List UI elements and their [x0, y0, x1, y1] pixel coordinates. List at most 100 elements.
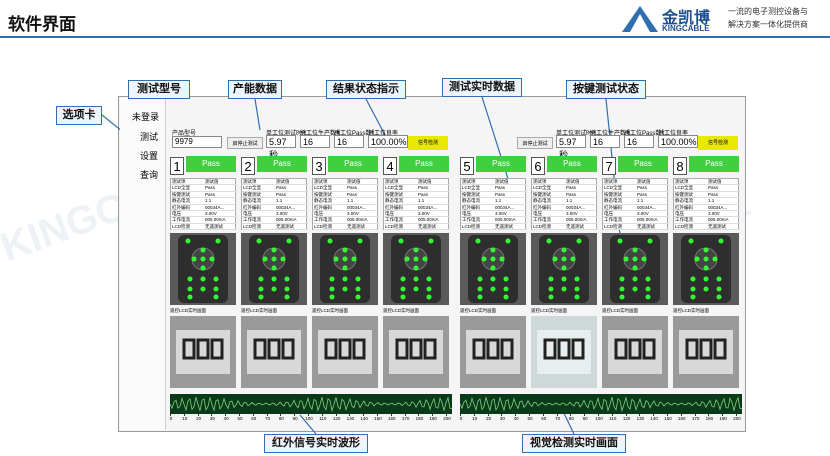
table-cell[interactable]: 测试项: [461, 179, 494, 186]
table-cell[interactable]: Pass: [417, 185, 450, 192]
table-cell[interactable]: Pass: [707, 192, 740, 199]
table-cell[interactable]: LCD全显: [461, 185, 494, 192]
table-cell[interactable]: Pass: [636, 192, 669, 199]
table-cell[interactable]: 静态电流: [461, 198, 494, 205]
table-cell[interactable]: 1.1: [346, 198, 379, 205]
table-cell[interactable]: LCD检测: [603, 224, 636, 231]
table-cell[interactable]: 3.00V: [707, 211, 740, 218]
table-cell[interactable]: Pass: [346, 192, 379, 199]
table-cell[interactable]: 测试项: [171, 179, 204, 186]
table-cell[interactable]: Pass: [204, 192, 237, 199]
table-cell[interactable]: 无遥测试: [707, 224, 740, 231]
table-cell[interactable]: 工作电流: [384, 217, 417, 224]
table-cell[interactable]: 红外编码: [171, 205, 204, 211]
table-cell[interactable]: LCD检测: [242, 224, 275, 231]
table-cell[interactable]: LCD全显: [603, 185, 636, 192]
signal-button[interactable]: 信号检测: [408, 136, 448, 150]
table-cell[interactable]: 无遥测试: [275, 224, 308, 231]
table-cell[interactable]: LCD全显: [242, 185, 275, 192]
table-cell[interactable]: 测试值: [494, 179, 527, 186]
table-cell[interactable]: 00034A...: [204, 205, 237, 211]
table-cell[interactable]: 1.1: [417, 198, 450, 205]
table-cell[interactable]: 无遥测试: [346, 224, 379, 231]
result-table[interactable]: 测试项 测试值 LCD全显 Pass 按键测试 Pass 静态电流 1.1 红外编码 00034A…: [383, 178, 450, 231]
table-cell[interactable]: 测试值: [275, 179, 308, 186]
table-cell[interactable]: 测试值: [707, 179, 740, 186]
table-cell[interactable]: Pass: [565, 192, 598, 199]
table-cell[interactable]: 005.00mA: [346, 217, 379, 224]
table-cell[interactable]: 按键测试: [603, 192, 636, 199]
table-cell[interactable]: 测试项: [603, 179, 636, 186]
table-cell[interactable]: 3.00V: [565, 211, 598, 218]
result-table[interactable]: 测试项 测试值 LCD全显 Pass 按键测试 Pass 静态电流 1.1 红外编码 00034A…: [602, 178, 669, 231]
table-cell[interactable]: 00034A...: [417, 205, 450, 211]
table-cell[interactable]: 005.00mA: [565, 217, 598, 224]
table-cell[interactable]: 3.00V: [494, 211, 527, 218]
table-cell[interactable]: 红外编码: [603, 205, 636, 211]
table-cell[interactable]: 00034A...: [565, 205, 598, 211]
table-cell[interactable]: 3.00V: [636, 211, 669, 218]
table-cell[interactable]: 3.00V: [417, 211, 450, 218]
result-table[interactable]: 测试项 测试值 LCD全显 Pass 按键测试 Pass 静态电流 1.1 红外编码 00034A…: [170, 178, 237, 231]
table-cell[interactable]: 00034A...: [636, 205, 669, 211]
table-cell[interactable]: 静态电流: [603, 198, 636, 205]
table-cell[interactable]: 测试值: [565, 179, 598, 186]
table-cell[interactable]: 红外编码: [532, 205, 565, 211]
table-cell[interactable]: Pass: [707, 185, 740, 192]
table-cell[interactable]: LCD全显: [384, 185, 417, 192]
table-cell[interactable]: Pass: [275, 185, 308, 192]
table-cell[interactable]: 00034A...: [707, 205, 740, 211]
table-cell[interactable]: 1.1: [707, 198, 740, 205]
table-cell[interactable]: 005.00mA: [494, 217, 527, 224]
table-cell[interactable]: 按键测试: [384, 192, 417, 199]
table-cell[interactable]: 静态电流: [242, 198, 275, 205]
table-cell[interactable]: 按键测试: [461, 192, 494, 199]
start-button[interactable]: 启停止测试: [517, 137, 553, 149]
result-table[interactable]: 测试项 测试值 LCD全显 Pass 按键测试 Pass 静态电流 1.1 红外编码 00034A…: [460, 178, 527, 231]
table-cell[interactable]: 电压: [603, 211, 636, 218]
table-cell[interactable]: LCD检测: [313, 224, 346, 231]
table-cell[interactable]: 测试项: [384, 179, 417, 186]
table-cell[interactable]: Pass: [494, 192, 527, 199]
result-table[interactable]: 测试项 测试值 LCD全显 Pass 按键测试 Pass 静态电流 1.1 红外编码 00034A…: [312, 178, 379, 231]
table-cell[interactable]: 005.00mA: [636, 217, 669, 224]
result-table[interactable]: 测试项 测试值 LCD全显 Pass 按键测试 Pass 静态电流 1.1 红外编码 00034A…: [241, 178, 308, 231]
table-cell[interactable]: 测试项: [242, 179, 275, 186]
table-cell[interactable]: 测试值: [636, 179, 669, 186]
table-cell[interactable]: 按键测试: [313, 192, 346, 199]
table-cell[interactable]: 1.1: [636, 198, 669, 205]
table-cell[interactable]: LCD检测: [461, 224, 494, 231]
table-cell[interactable]: 无遥测试: [417, 224, 450, 231]
sidebar-tab[interactable]: 测试: [140, 132, 159, 142]
table-cell[interactable]: 005.00mA: [417, 217, 450, 224]
table-cell[interactable]: LCD全显: [313, 185, 346, 192]
table-cell[interactable]: 测试项: [674, 179, 707, 186]
signal-button[interactable]: 信号检测: [698, 136, 738, 150]
table-cell[interactable]: LCD全显: [674, 185, 707, 192]
table-cell[interactable]: 00034A...: [346, 205, 379, 211]
table-cell[interactable]: 1.1: [565, 198, 598, 205]
table-cell[interactable]: 工作电流: [171, 217, 204, 224]
table-cell[interactable]: 电压: [313, 211, 346, 218]
table-cell[interactable]: LCD全显: [171, 185, 204, 192]
table-cell[interactable]: 红外编码: [313, 205, 346, 211]
table-cell[interactable]: Pass: [204, 185, 237, 192]
table-cell[interactable]: 3.00V: [346, 211, 379, 218]
table-cell[interactable]: 无遥测试: [204, 224, 237, 231]
table-cell[interactable]: 005.00mA: [204, 217, 237, 224]
table-cell[interactable]: 工作电流: [242, 217, 275, 224]
table-cell[interactable]: 1.1: [494, 198, 527, 205]
table-cell[interactable]: 3.00V: [204, 211, 237, 218]
table-cell[interactable]: 测试值: [417, 179, 450, 186]
table-cell[interactable]: Pass: [494, 185, 527, 192]
table-cell[interactable]: 测试项: [532, 179, 565, 186]
table-cell[interactable]: 按键测试: [242, 192, 275, 199]
result-table[interactable]: 测试项 测试值 LCD全显 Pass 按键测试 Pass 静态电流 1.1 红外编码 00034A…: [673, 178, 740, 231]
table-cell[interactable]: 3.00V: [275, 211, 308, 218]
table-cell[interactable]: 静态电流: [171, 198, 204, 205]
table-cell[interactable]: 电压: [674, 211, 707, 218]
table-cell[interactable]: 005.00mA: [707, 217, 740, 224]
table-cell[interactable]: 按键测试: [171, 192, 204, 199]
table-cell[interactable]: 工作电流: [313, 217, 346, 224]
table-cell[interactable]: 测试值: [204, 179, 237, 186]
